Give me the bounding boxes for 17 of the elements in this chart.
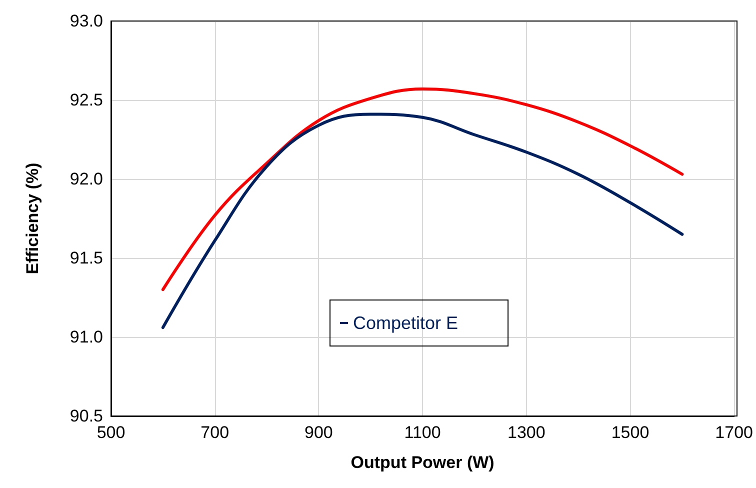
x-tick-label: 1500 [611, 423, 650, 442]
legend-label: Competitor E [353, 313, 458, 333]
y-tick-label: 92.0 [70, 170, 103, 188]
line-series [161, 87, 684, 292]
y-tick-label: 92.5 [70, 90, 103, 110]
x-axis-title: Output Power (W) [350, 453, 494, 472]
y-tick-label: 91.0 [70, 328, 103, 346]
y-tick-label: 93.0 [70, 12, 103, 30]
x-tick-label: 1100 [404, 423, 441, 442]
x-tick-label: 1300 [507, 423, 546, 442]
x-tick-label: 700 [200, 423, 230, 442]
y-axis-title: Efficiency (%) [23, 162, 42, 274]
x-tick-label: 500 [96, 423, 126, 442]
y-tick-label: 90.5 [70, 406, 103, 426]
y-tick-label: 91.5 [70, 248, 103, 268]
x-tick-label: 900 [304, 423, 333, 442]
x-tick-label: 1700 [715, 423, 754, 442]
